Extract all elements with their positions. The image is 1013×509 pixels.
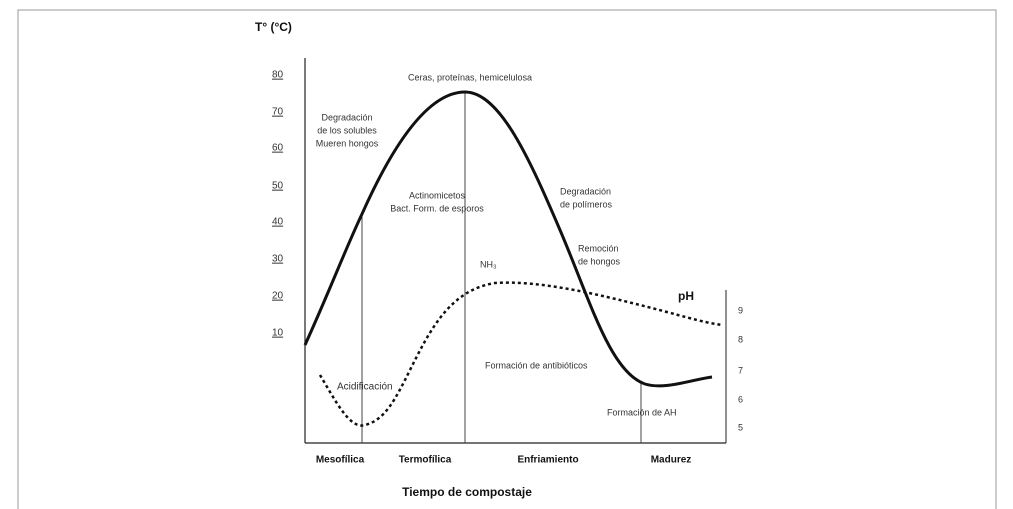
y-tick-label: 10 xyxy=(272,328,284,339)
ph-curve xyxy=(318,281,723,427)
annotation: Bact. Form. de esporos xyxy=(390,203,484,213)
annotation: Remoción xyxy=(578,243,619,253)
y-tick-label: 50 xyxy=(272,181,284,192)
y-tick-label: 40 xyxy=(272,217,284,228)
frame xyxy=(17,9,997,509)
y-title: T° (°C) xyxy=(255,20,292,34)
phase-label: Termofílica xyxy=(399,455,452,466)
y-tick-label: 70 xyxy=(272,107,284,118)
annotation: Actinomicetos xyxy=(409,190,466,200)
y2-tick-label: 8 xyxy=(738,334,743,344)
temperature-curve xyxy=(303,90,713,388)
y2-title: pH xyxy=(678,289,694,303)
annotation: NH₃ xyxy=(480,259,497,269)
annotation: de los solubles xyxy=(317,125,377,135)
y-tick-label: 80 xyxy=(272,70,284,81)
y-tick-label: 20 xyxy=(272,291,284,302)
annotation: de hongos xyxy=(578,256,621,266)
y-tick-label: 30 xyxy=(272,254,284,265)
y2-tick-label: 5 xyxy=(738,422,743,432)
annotation: Mueren hongos xyxy=(316,138,379,148)
annotation: Degradación xyxy=(321,112,372,122)
annotation: Acidificación xyxy=(337,382,393,393)
annotation: de polímeros xyxy=(560,199,613,209)
phase-label: Enfriamiento xyxy=(517,455,578,466)
phase-label: Madurez xyxy=(651,455,692,466)
y2-tick-label: 6 xyxy=(738,394,743,404)
x-title: Tiempo de compostaje xyxy=(402,485,532,499)
annotation: Degradación xyxy=(560,186,611,196)
phase-label: Mesofílica xyxy=(316,455,365,466)
annotation: Formación de AH xyxy=(607,407,677,417)
y-tick-label: 60 xyxy=(272,143,284,154)
y2-tick-label: 7 xyxy=(738,365,743,375)
y2-tick-label: 9 xyxy=(738,305,743,315)
annotation: Formación de antibióticos xyxy=(485,360,588,370)
annotation: Ceras, proteínas, hemicelulosa xyxy=(408,72,532,82)
